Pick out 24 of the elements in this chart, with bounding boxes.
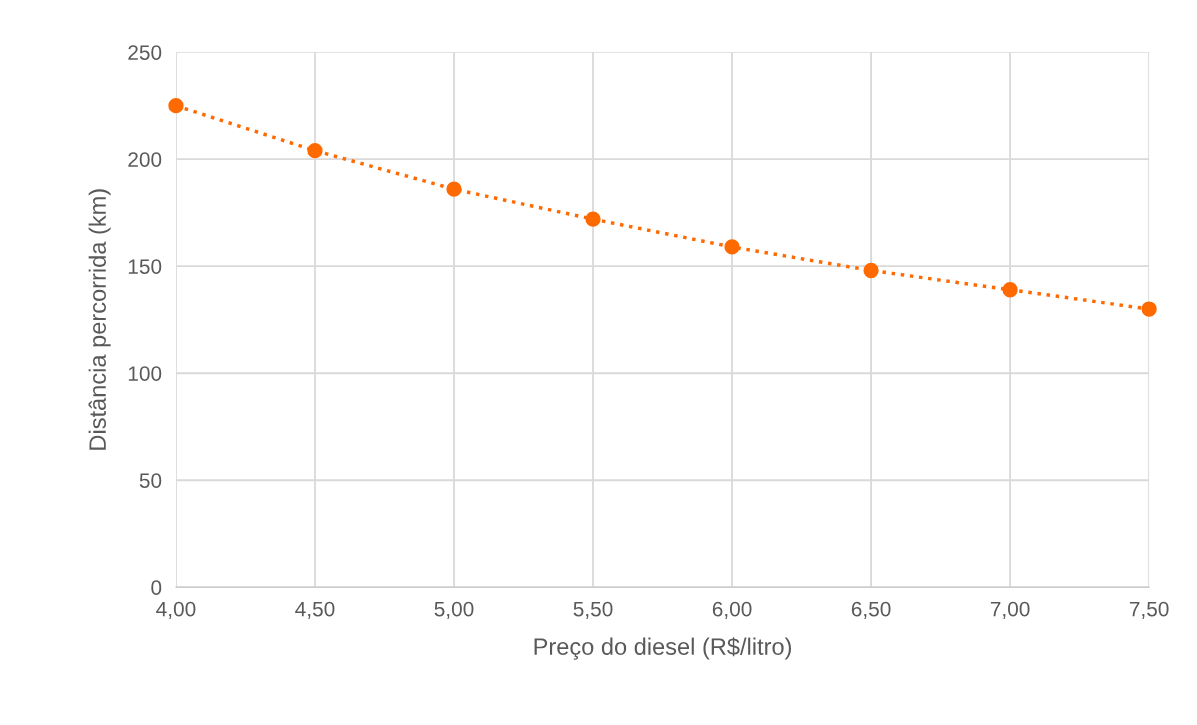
point <box>724 239 740 255</box>
x-axis-title: Preço do diesel (R$/litro) <box>534 637 791 660</box>
point <box>168 98 184 114</box>
x-tick-label: 7,00 <box>990 601 1030 619</box>
y-tick-label: 50 <box>139 473 162 488</box>
y-tick-label: 100 <box>128 366 162 381</box>
x-tick-label: 6,00 <box>712 601 752 619</box>
x-tick-label: 6,50 <box>851 601 891 619</box>
point <box>585 211 601 227</box>
y-tick-label: 250 <box>128 45 162 60</box>
y-tick-label: 200 <box>128 152 162 167</box>
x-tick-label: 5,00 <box>434 601 474 619</box>
y-axis-title: Distância percorrida (km) <box>88 189 111 450</box>
point <box>307 143 323 159</box>
y-tick-label: 150 <box>128 259 162 274</box>
point <box>446 181 462 197</box>
point <box>1141 301 1157 317</box>
point <box>863 262 879 279</box>
x-tick-label: 5,50 <box>573 601 613 619</box>
x-tick-label: 4,00 <box>156 601 196 619</box>
point <box>1002 282 1018 298</box>
x-tick-label: 4,50 <box>295 601 335 619</box>
x-tick-label: 7,50 <box>1129 601 1169 619</box>
y-tick-label: 0 <box>151 580 162 595</box>
